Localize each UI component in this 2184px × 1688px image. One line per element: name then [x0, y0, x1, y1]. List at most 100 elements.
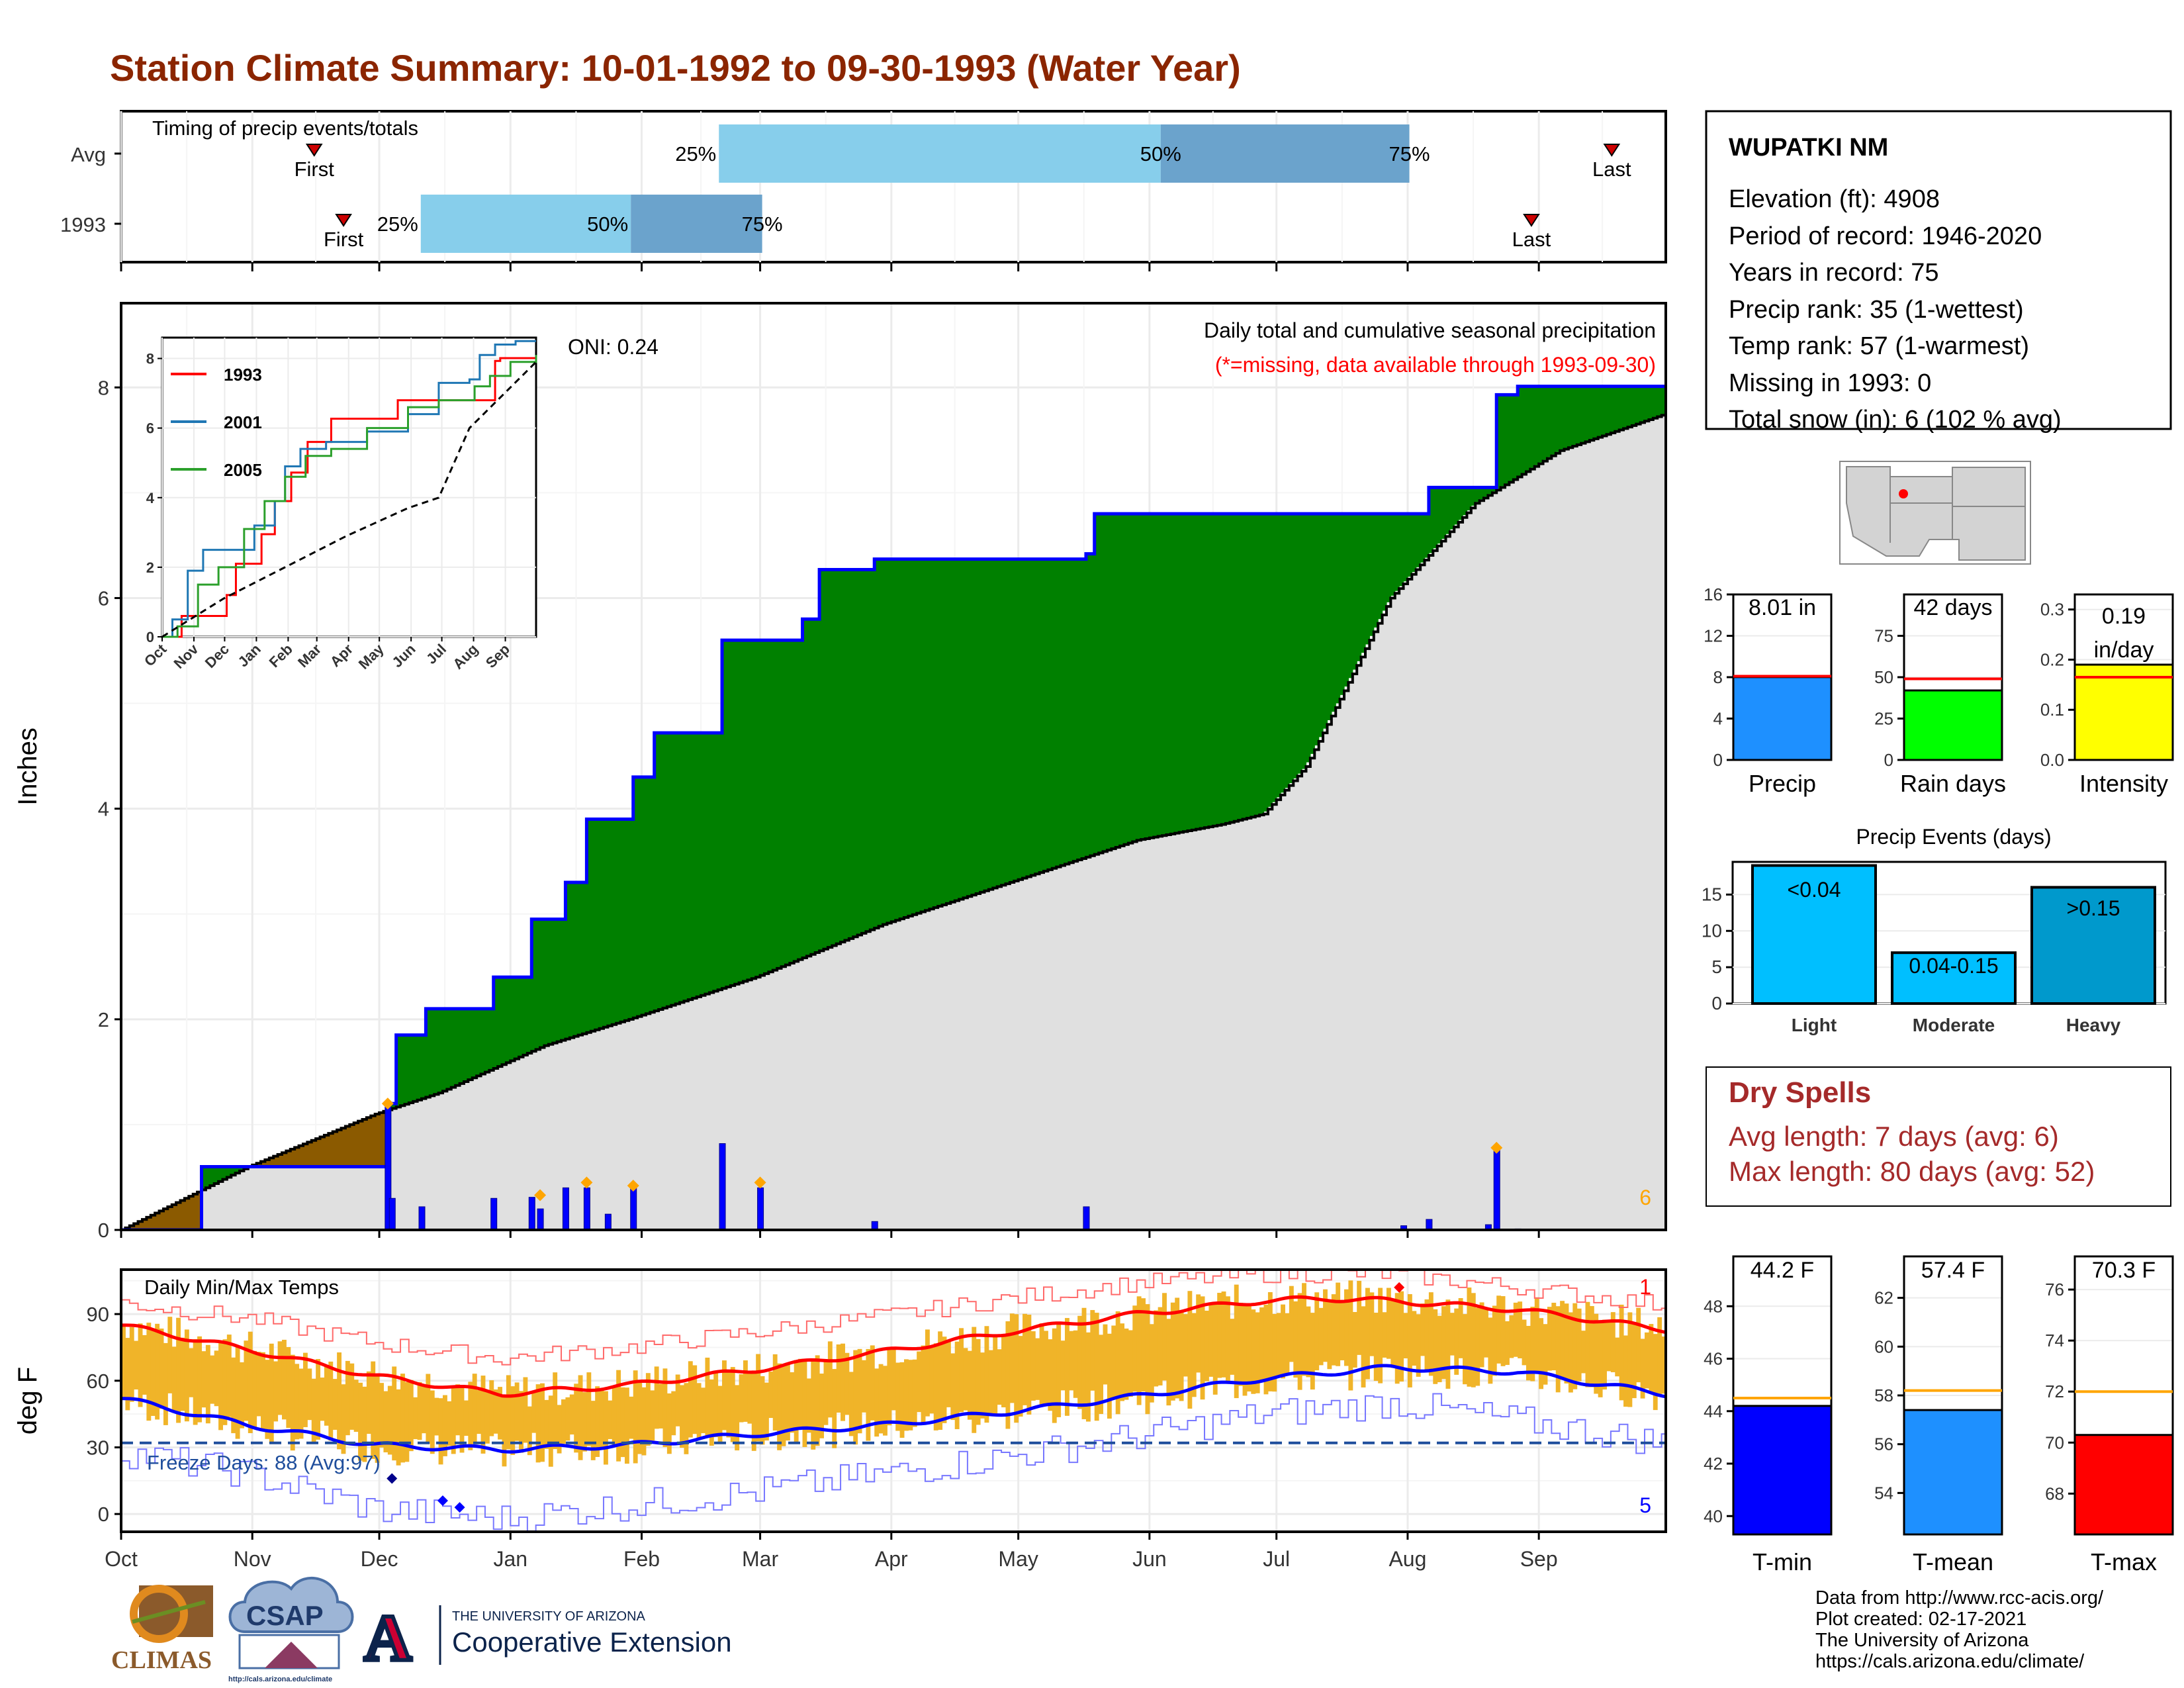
daily-temp-bar — [1369, 1292, 1375, 1356]
climas-logo-stroke — [132, 1600, 206, 1624]
daily-temp-bar — [1441, 1306, 1446, 1380]
last-event-marker — [1603, 144, 1621, 157]
temp-summary-fill — [1903, 1409, 2003, 1536]
daily-temp-bar — [1023, 1313, 1027, 1405]
daily-temp-bar — [396, 1389, 401, 1466]
daily-precip-bar — [388, 1197, 396, 1230]
precip-y-tick-label: 2 — [98, 1008, 109, 1031]
daily-temp-bar — [345, 1360, 350, 1436]
daily-temp-bar — [540, 1383, 545, 1462]
daily-temp-bar — [1073, 1330, 1078, 1398]
intensity-value: 0.19 — [2102, 604, 2146, 629]
daily-temp-bar — [502, 1394, 507, 1467]
daily-temp-bar — [155, 1323, 160, 1420]
daily-temp-bar — [1281, 1304, 1285, 1379]
daily-temp-bar — [1069, 1331, 1074, 1391]
dry-spells-avg: Avg length: 7 days (avg: 6) — [1729, 1121, 2059, 1152]
daily-temp-bar — [222, 1339, 228, 1425]
daily-temp-bar — [1653, 1334, 1658, 1411]
daily-temp-bar — [1365, 1288, 1370, 1380]
daily-temp-bar — [163, 1342, 168, 1425]
temp-summary-tick-label: 70 — [2045, 1432, 2064, 1452]
daily-temp-bar — [506, 1375, 511, 1450]
daily-temp-bar — [184, 1329, 189, 1422]
daily-temp-bar — [1221, 1291, 1226, 1378]
daily-temp-bar — [1378, 1288, 1383, 1383]
events-bar-label-moderate: 0.04-0.15 — [1909, 954, 1998, 978]
temp-y-label: deg F — [13, 1367, 42, 1434]
temp-summary-tick-label: 54 — [1874, 1483, 1893, 1503]
daily-temp-bar — [426, 1374, 431, 1444]
csap-mountain-icon — [265, 1642, 318, 1668]
daily-temp-bar — [629, 1396, 634, 1439]
daily-temp-bar — [235, 1347, 240, 1439]
daily-temp-bar — [1056, 1323, 1062, 1417]
daily-temp-bar — [1001, 1334, 1006, 1408]
daily-temp-bar — [841, 1343, 845, 1421]
daily-temp-bar — [874, 1368, 880, 1437]
daily-temp-bar — [777, 1363, 782, 1450]
daily-temp-bar — [1272, 1313, 1277, 1392]
daily-temp-bar — [463, 1400, 469, 1436]
csap-logo-text: CSAP — [246, 1600, 324, 1631]
month-label: Apr — [875, 1547, 908, 1571]
daily-temp-bar — [1348, 1280, 1353, 1391]
daily-temp-bar — [1009, 1313, 1015, 1403]
daily-temp-bar — [189, 1348, 194, 1397]
timing-q50-label: 50% — [1140, 142, 1181, 165]
daily-temp-bar — [751, 1370, 756, 1451]
daily-temp-bar — [645, 1373, 651, 1446]
daily-temp-bar — [455, 1384, 461, 1436]
inset-y-tick-label: 6 — [146, 420, 154, 437]
daily-temp-bar — [1657, 1317, 1662, 1395]
tmax-value: 70.3 F — [2092, 1258, 2156, 1283]
daily-temp-bar — [1293, 1301, 1298, 1378]
daily-temp-bar — [671, 1391, 676, 1436]
daily-temp-bar — [362, 1386, 367, 1462]
daily-temp-bar — [950, 1353, 956, 1421]
avg-min-line — [121, 1364, 1666, 1454]
daily-temp-bar — [1234, 1284, 1239, 1399]
daily-temp-bar — [595, 1386, 600, 1457]
daily-temp-bar — [1336, 1282, 1341, 1366]
daily-temp-bar — [498, 1387, 503, 1440]
daily-temp-bar — [1044, 1331, 1048, 1405]
daily-temp-bar — [328, 1361, 334, 1441]
daily-temp-bar — [142, 1335, 147, 1395]
timing-row-label-avg: Avg — [71, 143, 106, 166]
daily-temp-bar — [641, 1387, 647, 1456]
daily-temp-bar — [1323, 1289, 1328, 1362]
daily-temp-bar — [371, 1361, 376, 1459]
daily-temp-bar — [603, 1391, 608, 1465]
summary-bar-tick-label: 16 — [1704, 585, 1723, 604]
first-event-label: First — [295, 158, 335, 181]
station-snow: Total snow (in): 6 (102 % avg) — [1729, 406, 2062, 434]
temp-summary-tick-label: 56 — [1874, 1434, 1893, 1454]
temp-summary-tick-label: 60 — [1874, 1336, 1893, 1356]
daily-temp-bar — [565, 1397, 570, 1441]
precip-y-tick-label: 0 — [98, 1219, 109, 1242]
daily-temp-bar — [1242, 1305, 1248, 1396]
daily-temp-bar — [231, 1357, 236, 1434]
daily-temp-bar — [1267, 1292, 1273, 1391]
summary-bar-tick-label: 50 — [1874, 667, 1893, 687]
daily-temp-bar — [590, 1401, 596, 1460]
daily-temp-bar — [1513, 1302, 1518, 1357]
daily-temp-bar — [959, 1328, 964, 1413]
month-label: Oct — [105, 1547, 138, 1571]
daily-precip-bar — [719, 1143, 726, 1230]
daily-temp-bar — [984, 1326, 989, 1423]
daily-temp-bar — [1145, 1304, 1150, 1415]
daily-temp-bar — [1285, 1313, 1290, 1375]
record-low-line — [121, 1393, 1666, 1532]
month-label: Jun — [1132, 1547, 1167, 1571]
events-category-heavy: Heavy — [2066, 1015, 2121, 1035]
daily-temp-bar — [1297, 1293, 1302, 1390]
summary-bar-tick-label: 0.2 — [2040, 649, 2064, 669]
daily-temp-bar — [557, 1405, 562, 1454]
daily-temp-bar — [375, 1374, 380, 1463]
tmax-label: T-max — [2091, 1548, 2157, 1575]
daily-temp-bar — [1230, 1319, 1235, 1375]
daily-temp-bar — [988, 1350, 993, 1416]
last-event-label: Last — [1512, 228, 1551, 251]
